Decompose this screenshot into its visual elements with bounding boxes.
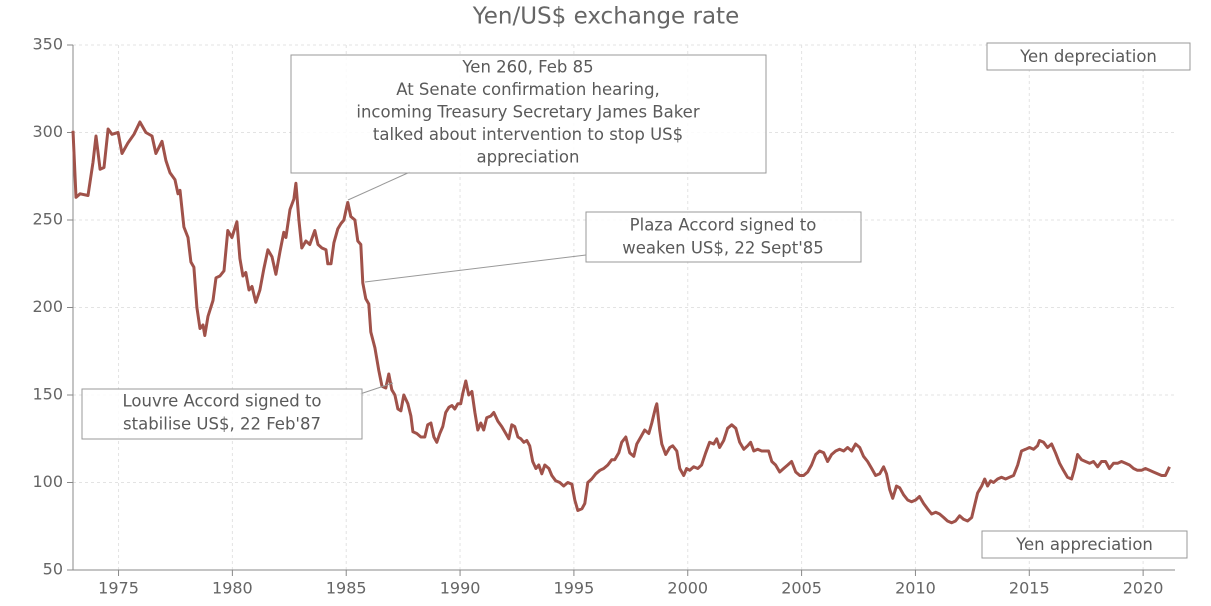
x-tick-label: 1990	[440, 579, 481, 598]
annotation-text: talked about intervention to stop US$	[373, 125, 683, 144]
annotation-box	[585, 211, 862, 263]
corner-box	[981, 530, 1188, 559]
corner-box	[986, 42, 1191, 71]
annotation-box	[290, 54, 767, 174]
x-tick-label: 1985	[326, 579, 367, 598]
data-line	[71, 120, 1171, 525]
corner-label: Yen depreciation	[1019, 47, 1157, 66]
annotation-text: Plaza Accord signed to	[630, 216, 817, 235]
x-tick-label: 2015	[1009, 579, 1050, 598]
corner-label: Yen appreciation	[1015, 535, 1153, 554]
y-tick-label: 250	[32, 210, 63, 229]
leader-line	[364, 254, 587, 283]
annotation-box	[81, 388, 363, 440]
annotation-text: Yen 260, Feb 85	[461, 58, 593, 77]
x-tick-label: 1995	[554, 579, 595, 598]
annotation-text: stabilise US$, 22 Feb'87	[123, 415, 321, 434]
x-tick-label: 2020	[1123, 579, 1164, 598]
x-tick-label: 1975	[98, 579, 139, 598]
x-tick-label: 2005	[781, 579, 822, 598]
y-tick-label: 50	[43, 560, 63, 579]
y-tick-label: 100	[32, 472, 63, 491]
y-tick-label: 200	[32, 297, 63, 316]
leader-line	[347, 171, 411, 201]
y-tick-label: 300	[32, 122, 63, 141]
y-tick-label: 350	[32, 35, 63, 54]
annotation-text: incoming Treasury Secretary James Baker	[356, 103, 699, 122]
x-tick-label: 1980	[212, 579, 253, 598]
x-tick-label: 2010	[895, 579, 936, 598]
y-tick-label: 150	[32, 385, 63, 404]
annotation-text: weaken US$, 22 Sept'85	[622, 239, 823, 258]
x-tick-label: 2000	[667, 579, 708, 598]
leader-line	[359, 382, 394, 395]
chart-title: Yen/US$ exchange rate	[472, 4, 739, 30]
annotation-text: Louvre Accord signed to	[122, 392, 321, 411]
annotation-text: At Senate confirmation hearing,	[396, 80, 660, 99]
annotation-text: appreciation	[476, 148, 579, 167]
